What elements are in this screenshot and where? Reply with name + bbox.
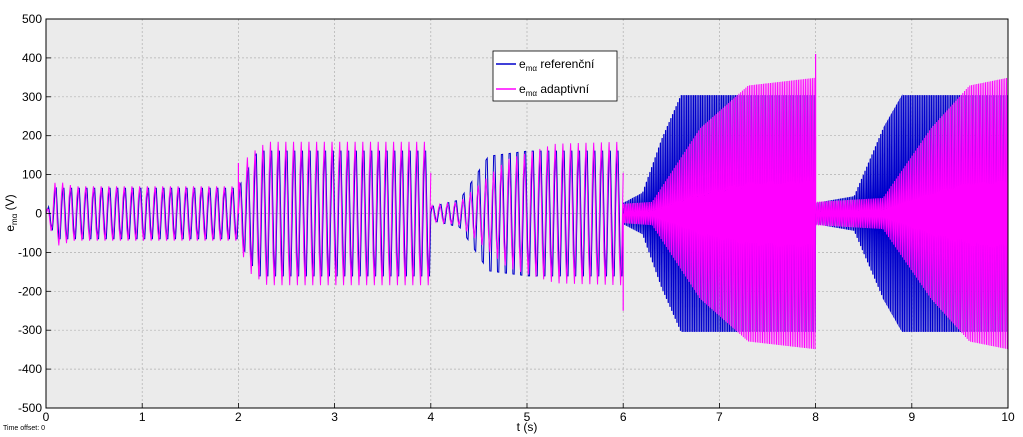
series-line-referencni xyxy=(430,150,624,277)
x-tick-label: 6 xyxy=(620,410,627,424)
series-line-adaptivni xyxy=(45,182,239,246)
y-tick-label: -100 xyxy=(18,245,42,259)
time-offset-label: Time offset: 0 xyxy=(3,425,46,432)
y-tick-label: 300 xyxy=(22,90,42,104)
legend: emα referenční emα adaptivní xyxy=(492,50,618,102)
x-tick-label: 0 xyxy=(43,410,50,424)
y-tick-label: -500 xyxy=(18,401,42,415)
x-tick-label: 5 xyxy=(524,410,531,424)
y-tick-label: -200 xyxy=(18,284,42,298)
y-tick-label: -400 xyxy=(18,362,42,376)
x-tick-label: 9 xyxy=(908,410,915,424)
series-line-adaptivni xyxy=(237,141,432,286)
x-axis-label: t (s) xyxy=(517,420,538,434)
x-tick-label: 8 xyxy=(812,410,819,424)
y-tick-label: 200 xyxy=(22,129,42,143)
series-line-adaptivni xyxy=(622,77,817,350)
legend-label-adaptivni: emα adaptivní xyxy=(519,82,590,98)
x-tick-label: 7 xyxy=(716,410,723,424)
x-tick-label: 2 xyxy=(235,410,242,424)
x-tick-label: 4 xyxy=(427,410,434,424)
x-tick-label: 1 xyxy=(139,410,146,424)
x-tick-label: 10 xyxy=(1001,410,1015,424)
y-tick-label: -300 xyxy=(18,323,42,337)
y-tick-label: 0 xyxy=(35,207,42,221)
y-tick-label: 500 xyxy=(22,12,42,26)
plot-area xyxy=(45,54,1009,350)
y-tick-label: 100 xyxy=(22,168,42,182)
legend-box xyxy=(492,50,618,102)
legend-label-referencni: emα referenční xyxy=(519,57,595,73)
series-line-adaptivni xyxy=(815,78,1009,350)
x-tick-label: 3 xyxy=(331,410,338,424)
y-tick-label: 400 xyxy=(22,51,42,65)
x-axis-ticks: 0 1 2 3 4 5 6 7 8 9 10 xyxy=(43,403,1015,424)
y-axis-label: emα (V) xyxy=(3,194,19,231)
y-axis-ticks: -500 -400 -300 -200 -100 0 100 200 300 400 500 xyxy=(18,12,51,415)
series-line-adaptivni xyxy=(430,141,624,286)
